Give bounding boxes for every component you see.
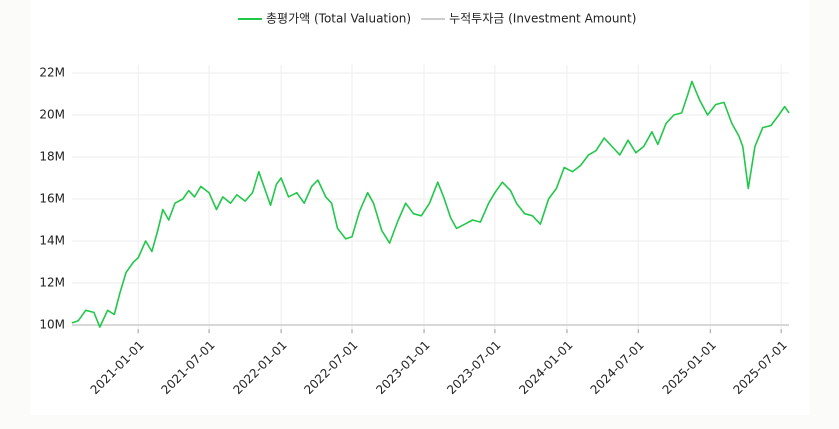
y-tick-label: 10M — [39, 318, 65, 332]
y-tick-label: 14M — [39, 234, 65, 248]
y-tick-label: 12M — [39, 276, 65, 290]
series-line — [71, 80, 790, 328]
y-tick-label: 20M — [39, 108, 65, 122]
legend: 총평가액 (Total Valuation) 누적투자금 (Investment … — [238, 12, 636, 26]
y-tick-label: 22M — [39, 66, 65, 80]
y-tick-label: 16M — [39, 192, 65, 206]
legend-label: 총평가액 (Total Valuation) — [266, 12, 411, 26]
legend-label: 누적투자금 (Investment Amount) — [449, 12, 636, 26]
chart-background — [30, 0, 810, 415]
y-tick-label: 18M — [39, 150, 65, 164]
